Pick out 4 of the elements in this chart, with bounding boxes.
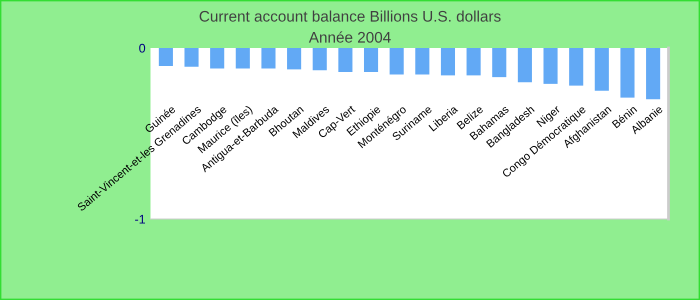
chart-title: Current account balance Billions U.S. dollars: [200, 10, 501, 22]
chart-subtitle: Année 2004: [308, 31, 391, 43]
y-tick-label: 0: [139, 44, 146, 53]
y-tick-label: -1: [135, 214, 146, 224]
